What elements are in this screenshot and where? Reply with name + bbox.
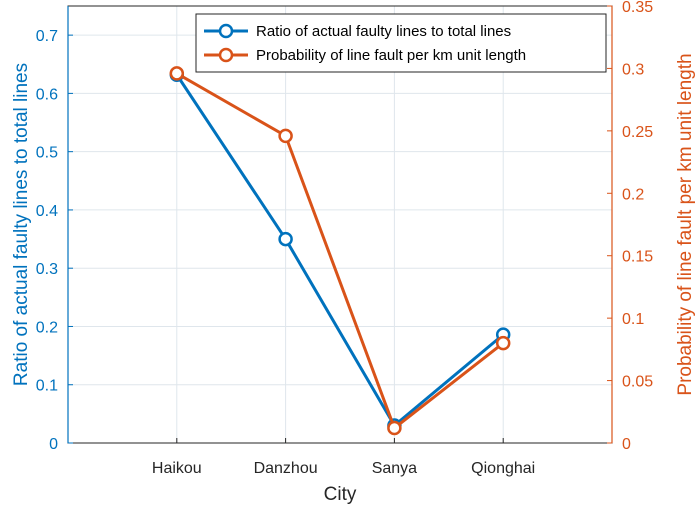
- series-2-point: [495, 335, 511, 351]
- left-y-tick-label: 0.2: [36, 319, 58, 336]
- series-layer: [169, 66, 511, 436]
- legend-entry-label: Ratio of actual faulty lines to total li…: [256, 23, 511, 40]
- series-1-point: [278, 231, 293, 247]
- series-2-point: [169, 66, 185, 81]
- right-y-tick-label: 0.35: [622, 0, 653, 16]
- x-tick-label: Haikou: [152, 460, 202, 477]
- x-axis-title: City: [324, 484, 357, 505]
- legend-swatch-marker: [218, 23, 234, 39]
- legend-entry-label: Probability of line fault per km unit le…: [256, 47, 526, 64]
- left-y-tick-label: 0.5: [36, 145, 58, 162]
- x-tick-label: Danzhou: [254, 460, 318, 477]
- right-y-tick-label: 0.2: [622, 186, 644, 203]
- series-2-point: [387, 420, 402, 436]
- left-y-tick-label: 0.6: [36, 86, 58, 103]
- left-y-tick-label: 0: [49, 436, 58, 453]
- series-2-point: [278, 128, 293, 144]
- right-y-tick-label: 0.1: [622, 311, 644, 328]
- left-y-tick-label: 0.3: [36, 261, 58, 278]
- axis-ticks: Haikou Danzhou Sanya Qionghai 0 0.1 0.2 0.3 0.4 0…: [36, 0, 653, 477]
- x-tick-label: Qionghai: [471, 460, 535, 477]
- right-y-tick-label: 0: [622, 436, 631, 453]
- legend-box: [195, 13, 607, 73]
- series-line-2: [176, 72, 505, 430]
- right-y-tick-label: 0.15: [622, 249, 653, 266]
- right-y-tick-label: 0.25: [622, 124, 653, 141]
- left-y-tick-label: 0.7: [36, 28, 58, 45]
- series-line-1: [175, 73, 505, 428]
- grid-lines: [68, 6, 612, 443]
- right-y-tick-label: 0.05: [622, 374, 653, 391]
- right-y-axis-title: Probability of line fault per km unit le…: [675, 53, 696, 395]
- left-y-tick-label: 0.1: [36, 378, 58, 395]
- right-y-tick-label: 0.3: [622, 61, 644, 78]
- left-y-axis-title: Ratio of actual faulty lines to total li…: [11, 63, 32, 386]
- left-y-tick-label: 0.4: [36, 203, 58, 220]
- legend: Ratio of actual faulty lines to total li…: [195, 13, 607, 73]
- x-tick-label: Sanya: [372, 460, 417, 477]
- legend-swatch-marker: [218, 47, 234, 63]
